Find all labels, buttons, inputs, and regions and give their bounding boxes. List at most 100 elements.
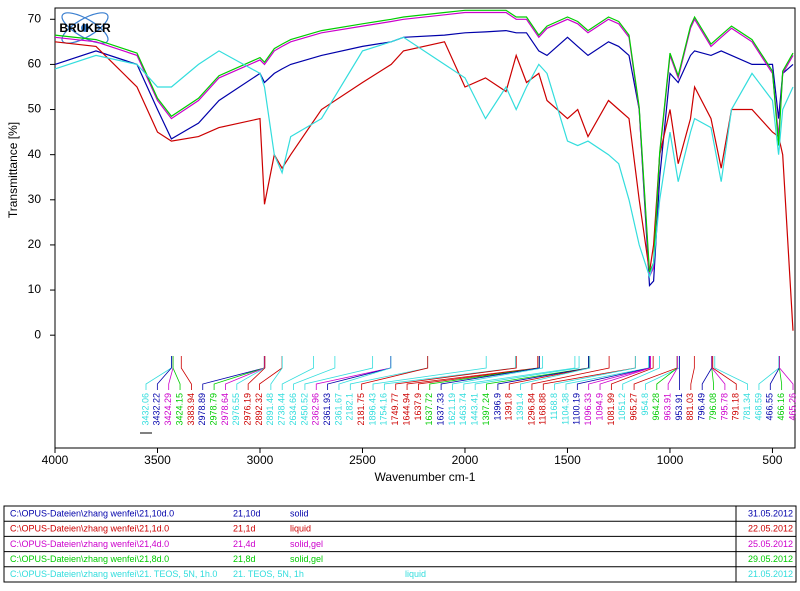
y-tick-label: 20 (28, 237, 42, 251)
peak-label: 791.18 (731, 393, 741, 421)
peak-label: 2362.96 (311, 393, 321, 426)
peak-label: 2891.48 (265, 393, 275, 426)
peak-leader (294, 356, 335, 390)
peak-label: 1104.38 (560, 393, 570, 425)
peak-label: 2738.44 (277, 393, 287, 426)
spectrum-line (55, 10, 793, 272)
peak-label: 953.91 (674, 393, 684, 421)
peak-label: 3424.15 (174, 393, 184, 426)
legend-date: 31.05.2012 (748, 508, 793, 518)
peak-label: 1443.41 (470, 393, 480, 426)
spectrum-line (55, 13, 793, 277)
peak-label: 1397.24 (481, 393, 491, 426)
y-tick-label: 70 (28, 11, 42, 25)
peak-label: 964.28 (651, 393, 661, 421)
peak-label: 954.8 (640, 393, 650, 416)
peak-label: 1081.99 (606, 393, 616, 426)
legend-state: liquid (290, 524, 311, 534)
peak-leader (770, 356, 779, 390)
x-tick-label: 3500 (144, 453, 171, 467)
peak-label: 1051.2 (617, 393, 627, 421)
x-tick-label: 3000 (247, 453, 274, 467)
legend-name: 21,4d (233, 539, 256, 549)
legend-date: 21.05.2012 (748, 569, 793, 579)
y-axis-label: Transmittance [%] (6, 122, 20, 218)
peak-label: 1644.94 (401, 393, 411, 426)
spectrum-line (55, 31, 793, 286)
peak-label: 1621.19 (447, 393, 457, 426)
peak-label: 2361.67 (333, 393, 343, 426)
peak-leader (169, 356, 173, 390)
legend-file: C:\OPUS-Dateien\zhang wenfei\21,4d.0 (10, 539, 169, 549)
peak-leader (173, 356, 180, 390)
legend-state: solid,gel (290, 554, 323, 564)
peak-label: 1094.9 (594, 393, 604, 421)
peak-leader (702, 356, 711, 390)
peak-label: 1168.8 (549, 393, 559, 420)
peak-label: 2182.1 (345, 393, 355, 421)
y-tick-label: 50 (28, 102, 42, 116)
x-tick-label: 2000 (452, 453, 479, 467)
legend-file: C:\OPUS-Dateien\zhang wenfei\21,1d.0 (10, 524, 169, 534)
peak-label: 1168.88 (538, 393, 548, 425)
y-tick-label: 0 (34, 327, 41, 341)
peak-label: 1637.9 (413, 393, 423, 421)
peak-label: 2361.93 (322, 393, 332, 426)
legend-state: liquid (405, 569, 426, 579)
peak-label: 1100.19 (572, 393, 582, 425)
peak-label: 468.59 (753, 393, 763, 421)
peak-label: 1391.8 (504, 393, 514, 421)
peak-label: 1463.74 (458, 393, 468, 426)
peak-label: 2892.32 (254, 393, 264, 426)
x-tick-label: 1500 (554, 453, 581, 467)
legend-date: 22.05.2012 (748, 524, 793, 534)
legend-name: 21,8d (233, 554, 256, 564)
peak-label: 466.16 (776, 393, 786, 421)
y-tick-label: 40 (28, 147, 42, 161)
peak-leader (430, 356, 539, 390)
peak-leader (146, 356, 171, 390)
peak-label: 963.91 (663, 393, 673, 421)
legend-table: C:\OPUS-Dateien\zhang wenfei\21,10d.0 21,… (4, 506, 796, 582)
peak-label: 1637.33 (435, 393, 445, 426)
peak-leader (157, 356, 171, 390)
peak-leader (691, 356, 695, 390)
peak-label: 3432.06 (140, 393, 150, 426)
peak-label: 1749.77 (390, 393, 400, 426)
peak-label: 1396.9 (492, 393, 502, 421)
legend-file: C:\OPUS-Dateien\zhang wenfei\21. TEOS, 5… (10, 569, 217, 579)
peak-leader (271, 356, 282, 390)
peak-leader (181, 356, 191, 390)
peak-label: 1637.72 (424, 393, 434, 426)
peak-label: 3432.22 (152, 393, 162, 426)
peak-label: 3424.29 (163, 393, 173, 426)
peak-label: 2978.64 (220, 393, 230, 426)
legend-file: C:\OPUS-Dateien\zhang wenfei\21,8d.0 (10, 554, 169, 564)
y-tick-label: 60 (28, 57, 42, 71)
peak-label: 2181.75 (356, 393, 366, 426)
peak-leader (203, 356, 265, 390)
legend-name: 21. TEOS, 5N, 1h (233, 569, 304, 579)
peak-label: 781.34 (742, 393, 752, 421)
peak-label: 2976.19 (243, 393, 253, 426)
x-tick-label: 1000 (657, 453, 684, 467)
peak-label: 2978.89 (197, 393, 207, 426)
peak-leader (759, 356, 779, 390)
peak-leader (339, 356, 391, 390)
y-tick-label: 10 (28, 282, 42, 296)
legend-file: C:\OPUS-Dateien\zhang wenfei\21,10d.0 (10, 508, 174, 518)
x-tick-label: 2500 (349, 453, 376, 467)
peak-leader (328, 356, 391, 390)
peak-label: 795.78 (719, 393, 729, 421)
spectrum-line (55, 42, 793, 331)
legend-state: solid,gel (290, 539, 323, 549)
logo-text: BRUKER (59, 21, 111, 35)
peak-label: 2978.79 (208, 393, 218, 426)
peak-label: 796.08 (708, 393, 718, 421)
y-tick-label: 30 (28, 192, 42, 206)
x-axis-label: Wavenumber cm-1 (375, 470, 476, 484)
peak-label: 1096.33 (583, 393, 593, 426)
peak-label: 881.03 (685, 393, 695, 421)
